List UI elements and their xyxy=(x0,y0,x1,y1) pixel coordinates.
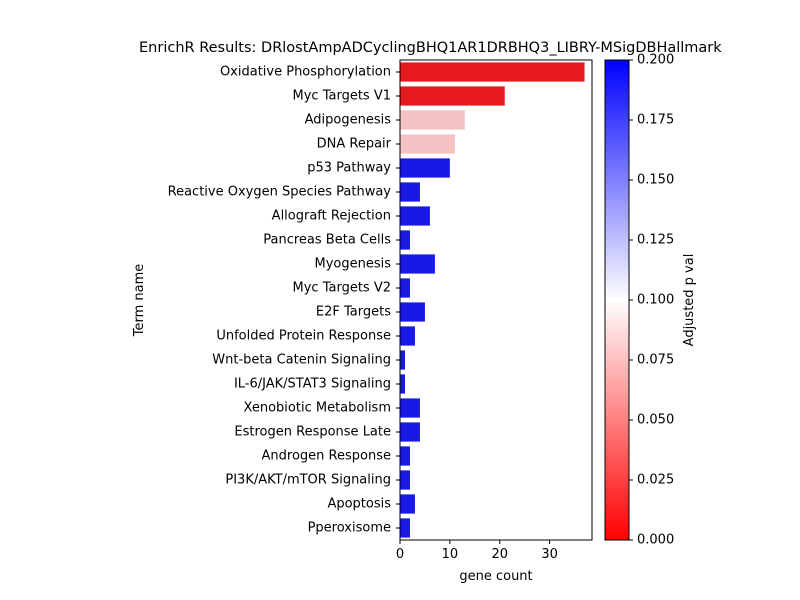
y-tick-label: E2F Targets xyxy=(316,305,391,320)
y-tick-label: Reactive Oxygen Species Pathway xyxy=(168,185,392,200)
y-tick-label: p53 Pathway xyxy=(307,161,391,176)
bar xyxy=(400,302,425,322)
y-tick-label: Allograft Rejection xyxy=(272,209,391,224)
y-tick-label: Apoptosis xyxy=(327,497,391,512)
colorbar-tick-label: 0.200 xyxy=(637,53,674,68)
colorbar-tick-label: 0.125 xyxy=(637,233,674,248)
colorbar xyxy=(604,59,630,541)
y-tick-labels: Oxidative Phosphorylation Myc Targets V1 A… xyxy=(168,65,400,536)
colorbar-tick-label: 0.000 xyxy=(637,533,674,548)
bar xyxy=(400,518,410,538)
colorbar-tick-label: 0.150 xyxy=(637,173,674,188)
bars-layer xyxy=(400,62,585,538)
y-tick-label: Myc Targets V2 xyxy=(293,281,391,296)
bar xyxy=(400,470,410,490)
x-tick-label: 0 xyxy=(396,547,404,562)
y-tick-label: Myogenesis xyxy=(314,257,391,272)
bar xyxy=(400,86,505,106)
bar xyxy=(400,398,420,418)
bar xyxy=(400,182,420,202)
bar xyxy=(400,278,410,298)
chart-title: EnrichR Results: DRlostAmpADCyclingBHQ1A… xyxy=(139,40,722,56)
y-tick-label: Xenobiotic Metabolism xyxy=(244,401,391,416)
bar xyxy=(400,422,420,442)
bar xyxy=(400,374,405,394)
x-ticks: 0 10 20 30 xyxy=(396,540,558,562)
y-tick-label: Adipogenesis xyxy=(305,113,392,128)
bar xyxy=(400,446,410,466)
colorbar-tick-label: 0.075 xyxy=(637,353,674,368)
bar xyxy=(400,254,435,274)
colorbar-tick-label: 0.175 xyxy=(637,113,674,128)
bar xyxy=(400,206,430,226)
y-tick-label: Pancreas Beta Cells xyxy=(263,233,391,248)
y-tick-label: Unfolded Protein Response xyxy=(216,329,391,344)
x-axis-label: gene count xyxy=(459,569,532,584)
colorbar-tick-label: 0.050 xyxy=(637,413,674,428)
y-tick-label: PI3K/AKT/mTOR Signaling xyxy=(225,473,391,488)
colorbar-tick-label: 0.100 xyxy=(637,293,674,308)
y-tick-label: Pperoxisome xyxy=(308,521,391,536)
bar xyxy=(400,62,585,82)
y-axis-label: Term name xyxy=(132,264,147,338)
bar xyxy=(400,350,405,370)
bar xyxy=(400,326,415,346)
bar xyxy=(400,158,450,178)
colorbar-ticks: 0.000 0.025 0.050 0.075 0.100 0.125 0.150 0.175… xyxy=(629,53,674,548)
y-tick-label: IL-6/JAK/STAT3 Signaling xyxy=(234,377,391,392)
x-tick-label: 30 xyxy=(541,547,558,562)
bar xyxy=(400,230,410,250)
plot-frame xyxy=(399,59,593,541)
y-tick-label: DNA Repair xyxy=(317,137,392,152)
y-tick-label: Wnt-beta Catenin Signaling xyxy=(212,353,391,368)
x-tick-label: 20 xyxy=(491,547,508,562)
colorbar-label: Adjusted p val xyxy=(682,254,697,347)
bar xyxy=(400,110,465,130)
y-tick-label: Estrogen Response Late xyxy=(234,425,391,440)
y-tick-label: Androgen Response xyxy=(262,449,391,464)
colorbar-tick-label: 0.025 xyxy=(637,473,674,488)
bar xyxy=(400,494,415,514)
bar xyxy=(400,134,455,154)
y-tick-label: Myc Targets V1 xyxy=(293,89,391,104)
x-tick-label: 10 xyxy=(442,547,459,562)
y-tick-label: Oxidative Phosphorylation xyxy=(220,65,391,80)
